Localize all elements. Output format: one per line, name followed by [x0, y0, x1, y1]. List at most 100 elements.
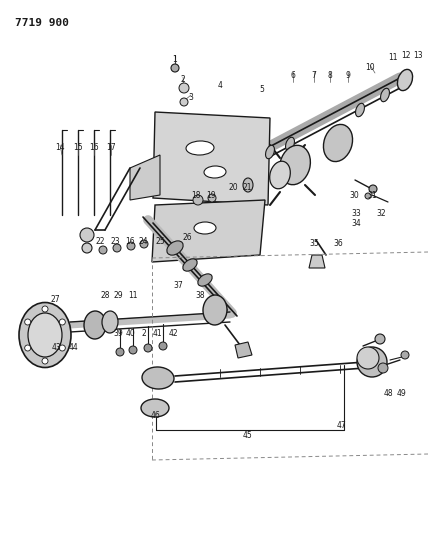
Text: 5: 5	[259, 85, 265, 94]
Ellipse shape	[204, 166, 226, 178]
Text: 12: 12	[401, 51, 411, 60]
Text: 9: 9	[345, 70, 351, 79]
Text: 2: 2	[142, 328, 146, 337]
Polygon shape	[152, 200, 265, 262]
Circle shape	[113, 244, 121, 252]
Text: 28: 28	[100, 292, 110, 301]
Text: 19: 19	[206, 190, 216, 199]
Ellipse shape	[380, 88, 389, 102]
Ellipse shape	[183, 259, 197, 271]
Ellipse shape	[324, 124, 353, 161]
Circle shape	[171, 64, 179, 72]
Ellipse shape	[357, 347, 379, 369]
Text: 15: 15	[73, 143, 83, 152]
Circle shape	[82, 243, 92, 253]
Polygon shape	[130, 155, 160, 200]
Circle shape	[375, 334, 385, 344]
Ellipse shape	[167, 241, 183, 255]
Ellipse shape	[102, 311, 118, 333]
Ellipse shape	[357, 347, 387, 377]
Ellipse shape	[194, 222, 216, 234]
Text: 49: 49	[397, 389, 407, 398]
Polygon shape	[309, 255, 325, 268]
Ellipse shape	[285, 138, 294, 151]
Text: 8: 8	[327, 70, 333, 79]
Text: 27: 27	[50, 295, 60, 304]
Text: 38: 38	[195, 292, 205, 301]
Text: 22: 22	[95, 238, 105, 246]
Circle shape	[25, 345, 31, 351]
Text: 37: 37	[173, 280, 183, 289]
Text: 18: 18	[191, 190, 201, 199]
Text: 24: 24	[138, 238, 148, 246]
Text: 47: 47	[337, 421, 347, 430]
Text: 14: 14	[55, 143, 65, 152]
Text: 36: 36	[333, 239, 343, 248]
Circle shape	[99, 246, 107, 254]
Circle shape	[80, 228, 94, 242]
Ellipse shape	[398, 69, 413, 91]
Circle shape	[116, 348, 124, 356]
Text: 6: 6	[291, 70, 295, 79]
Circle shape	[369, 185, 377, 193]
Text: 1: 1	[172, 55, 177, 64]
Text: 26: 26	[182, 232, 192, 241]
Text: 30: 30	[349, 190, 359, 199]
Text: 40: 40	[126, 328, 136, 337]
Polygon shape	[235, 342, 252, 358]
Circle shape	[193, 195, 203, 205]
Text: 48: 48	[383, 389, 393, 398]
Circle shape	[129, 346, 137, 354]
Circle shape	[378, 363, 388, 373]
Text: 7719 900: 7719 900	[15, 18, 69, 28]
Text: 11: 11	[388, 53, 398, 62]
Circle shape	[59, 319, 65, 325]
Ellipse shape	[28, 313, 62, 357]
Ellipse shape	[186, 141, 214, 155]
Text: 20: 20	[228, 183, 238, 192]
Text: 16: 16	[125, 238, 135, 246]
Circle shape	[401, 351, 409, 359]
Text: 44: 44	[69, 343, 79, 352]
Ellipse shape	[141, 399, 169, 417]
Text: 46: 46	[151, 410, 161, 419]
Text: 16: 16	[89, 143, 99, 152]
Text: 13: 13	[413, 51, 423, 60]
Ellipse shape	[243, 178, 253, 192]
Text: 25: 25	[155, 238, 165, 246]
Text: 2: 2	[181, 76, 185, 85]
Ellipse shape	[19, 303, 71, 367]
Circle shape	[179, 83, 189, 93]
Ellipse shape	[265, 146, 274, 159]
Ellipse shape	[270, 161, 290, 189]
Text: 41: 41	[152, 328, 162, 337]
Text: 34: 34	[351, 220, 361, 229]
Text: 29: 29	[113, 292, 123, 301]
Text: 23: 23	[110, 238, 120, 246]
Circle shape	[144, 344, 152, 352]
Text: 33: 33	[351, 208, 361, 217]
Ellipse shape	[84, 311, 106, 339]
Polygon shape	[153, 112, 270, 205]
Circle shape	[127, 242, 135, 250]
Circle shape	[42, 306, 48, 312]
Text: 39: 39	[113, 328, 123, 337]
Text: 31: 31	[367, 190, 377, 199]
Ellipse shape	[356, 103, 365, 117]
Polygon shape	[205, 155, 240, 185]
Text: 10: 10	[365, 63, 375, 72]
Ellipse shape	[279, 146, 310, 185]
Text: 21: 21	[242, 183, 252, 192]
Text: 32: 32	[376, 208, 386, 217]
Text: 43: 43	[52, 343, 62, 352]
Circle shape	[365, 193, 371, 199]
Circle shape	[208, 194, 216, 202]
Ellipse shape	[142, 367, 174, 389]
Circle shape	[159, 342, 167, 350]
Text: 4: 4	[217, 80, 223, 90]
Text: 35: 35	[309, 239, 319, 248]
Text: 42: 42	[168, 328, 178, 337]
Text: 45: 45	[243, 431, 253, 440]
Circle shape	[25, 319, 31, 325]
Circle shape	[42, 358, 48, 364]
